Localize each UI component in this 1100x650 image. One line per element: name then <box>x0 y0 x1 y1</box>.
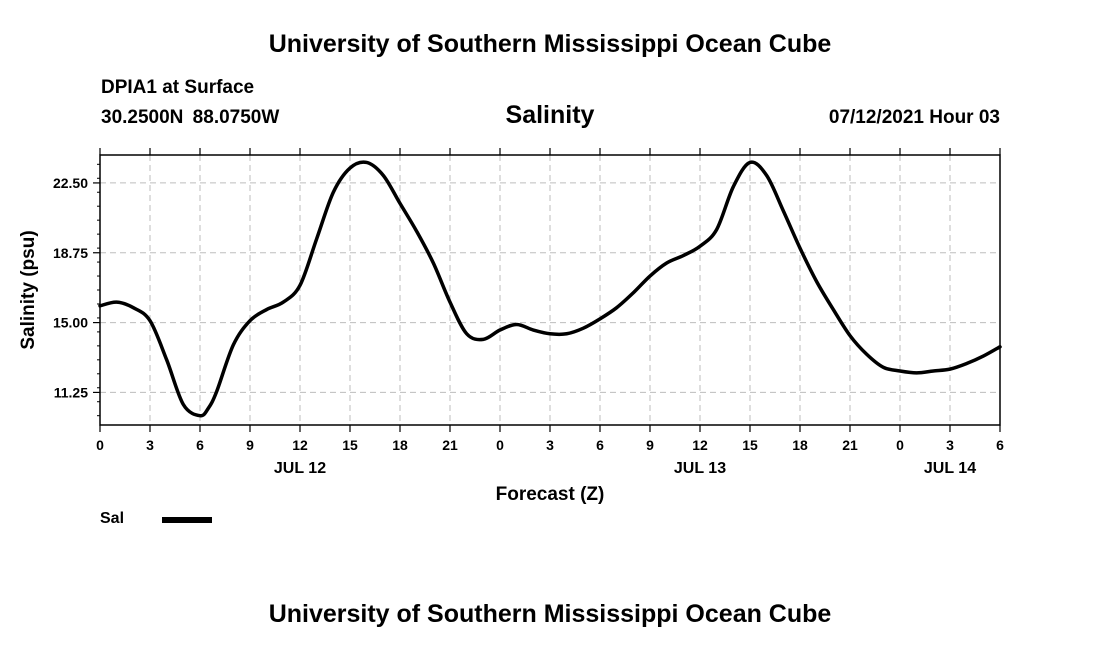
x-tick-label: 0 <box>96 437 104 453</box>
x-axis-label: Forecast (Z) <box>496 484 605 505</box>
x-tick-label: 9 <box>246 437 254 453</box>
x-tick-label: 3 <box>546 437 554 453</box>
legend-label: Sal <box>100 510 125 527</box>
datetime-label: 07/12/2021 Hour 03 <box>828 107 1000 128</box>
day-label: JUL 13 <box>674 460 726 477</box>
y-axis-ticks: 11.25 15.00 18.75 22.50 <box>53 163 100 417</box>
x-tick-label: 21 <box>842 437 858 453</box>
day-label: JUL 14 <box>924 460 976 477</box>
x-axis-ticks: 0 3 6 9 12 15 18 21 0 3 6 9 12 15 18 21 0 3 6 <box>96 148 1004 453</box>
series-line-sal <box>98 160 1002 418</box>
x-tick-label: 15 <box>742 437 758 453</box>
footer-title: University of Southern Mississippi Ocean… <box>268 600 832 628</box>
x-tick-label: 12 <box>292 437 308 453</box>
x-tick-label: 12 <box>692 437 708 453</box>
day-label: JUL 12 <box>274 460 326 477</box>
x-tick-label: 3 <box>146 437 154 453</box>
day-labels: JUL 12 JUL 13 JUL 14 <box>274 460 976 477</box>
x-tick-label: 0 <box>496 437 504 453</box>
station-label: DPIA1 at Surface <box>101 77 255 98</box>
x-tick-label: 3 <box>946 437 954 453</box>
x-tick-label: 18 <box>792 437 808 453</box>
x-tick-label: 6 <box>996 437 1004 453</box>
x-tick-label: 6 <box>196 437 204 453</box>
y-tick-label: 18.75 <box>53 245 88 261</box>
grid-lines <box>100 155 1000 425</box>
x-tick-label: 15 <box>342 437 358 453</box>
x-tick-label: 9 <box>646 437 654 453</box>
x-tick-label: 0 <box>896 437 904 453</box>
plot-frame <box>99 154 1001 426</box>
y-tick-label: 11.25 <box>54 384 88 400</box>
y-tick-label: 15.00 <box>53 315 88 331</box>
chart-main-title: University of Southern Mississippi Ocean… <box>268 30 832 58</box>
x-tick-label: 18 <box>392 437 408 453</box>
x-tick-label: 21 <box>442 437 458 453</box>
legend-swatch <box>162 517 212 523</box>
x-tick-label: 6 <box>596 437 604 453</box>
coordinates-label: 30.2500N 88.0750W <box>101 107 280 128</box>
y-tick-label: 22.50 <box>53 175 88 191</box>
variable-title: Salinity <box>505 101 595 129</box>
y-axis-label: Salinity (psu) <box>18 230 39 349</box>
series-group <box>98 160 1002 418</box>
